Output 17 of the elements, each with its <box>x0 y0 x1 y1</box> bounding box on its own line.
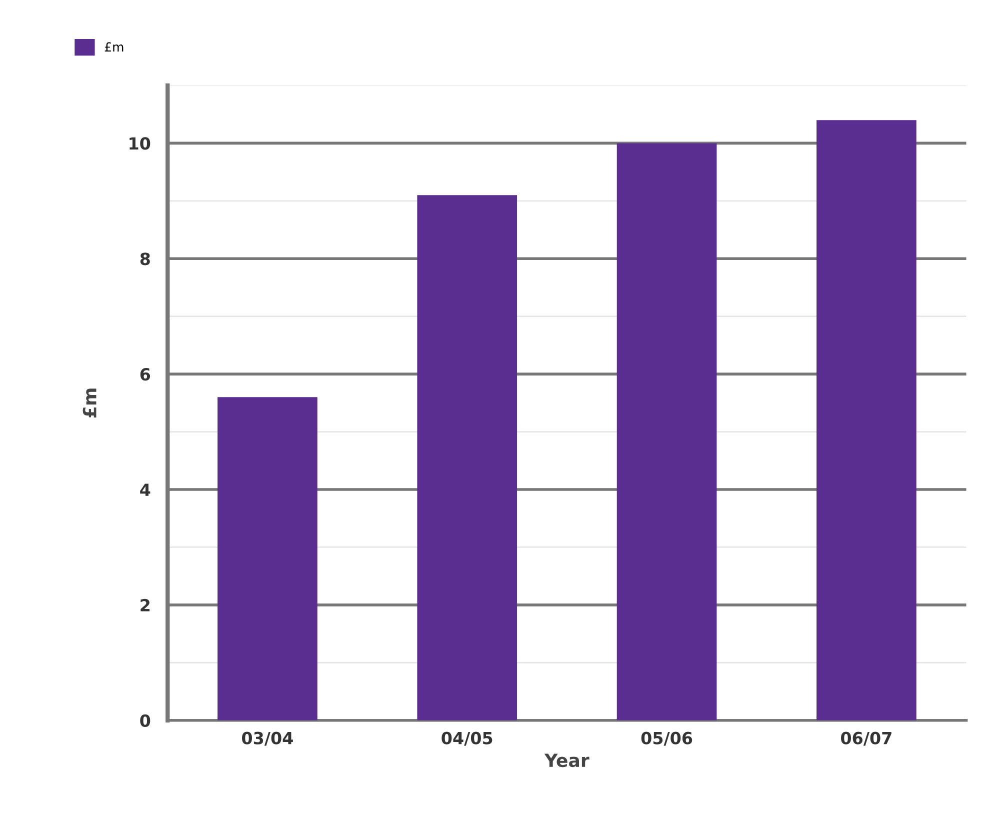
x-tick-label: 04/05 <box>442 732 492 746</box>
bar <box>816 120 916 720</box>
y-tick-label: 0 <box>140 714 150 727</box>
bar <box>417 195 518 720</box>
x-tick-label: 05/06 <box>641 732 692 746</box>
x-tick-label: 03/04 <box>242 732 293 746</box>
legend-label: £m <box>104 42 124 52</box>
y-tick-label: 10 <box>130 137 150 150</box>
bar <box>616 143 717 720</box>
y-tick-label: 4 <box>140 484 150 496</box>
y-tick-label: 2 <box>140 598 150 612</box>
x-tick-label: 06/07 <box>841 732 892 746</box>
x-axis-title: Year <box>544 754 590 768</box>
y-tick-label: 8 <box>140 252 150 266</box>
bar <box>218 397 318 720</box>
y-tick-label: 6 <box>140 368 150 381</box>
y-axis-title: £m <box>82 388 96 418</box>
